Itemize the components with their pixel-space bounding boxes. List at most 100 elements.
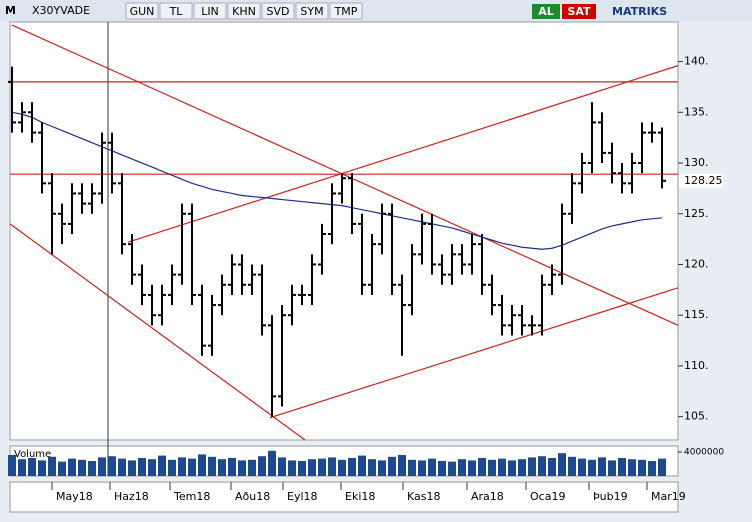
plot-area — [9, 21, 679, 441]
volume-bar — [78, 459, 86, 476]
y-tick-label: 115. — [684, 308, 709, 321]
toolbar-button[interactable] — [295, 2, 329, 20]
volume-bar — [188, 458, 196, 476]
y-tick-label: 105. — [684, 410, 709, 423]
toolbar-button-label[interactable]: TMP — [334, 5, 358, 18]
volume-bar — [208, 456, 216, 476]
volume-bar — [58, 461, 66, 476]
volume-bar — [628, 459, 636, 476]
x-tick-label: Tem18 — [173, 490, 210, 503]
x-tick-label: Haz18 — [114, 490, 149, 503]
trendline — [9, 223, 306, 441]
toolbar-button-label[interactable]: SYM — [300, 5, 323, 18]
volume-bar — [48, 456, 56, 476]
volume-bar — [68, 458, 76, 476]
volume-bar — [158, 455, 166, 476]
volume-bar — [538, 456, 546, 476]
volume-bar — [198, 454, 206, 476]
x-tick-label: Aðu18 — [235, 490, 270, 503]
x-tick-label: Eki18 — [345, 490, 375, 503]
x-tick-label: Mar19 — [651, 490, 686, 503]
buy-label[interactable]: AL — [538, 5, 554, 18]
x-tick-label: May18 — [56, 490, 93, 503]
volume-bar — [438, 461, 446, 476]
volume-bar — [418, 460, 426, 476]
volume-bar — [218, 459, 226, 476]
toolbar-button-label[interactable]: SVD — [267, 5, 290, 18]
volume-bar — [588, 459, 596, 476]
volume-bar — [108, 456, 116, 476]
volume-bar — [508, 460, 516, 476]
x-tick-label: Ara18 — [471, 490, 504, 503]
volume-bar — [368, 459, 376, 476]
volume-bar — [168, 459, 176, 476]
y-tick-label: 120. — [684, 257, 709, 270]
logo: M — [5, 4, 16, 17]
volume-bar — [548, 458, 556, 476]
toolbar-button-label[interactable]: GUN — [130, 5, 155, 18]
volume-bar — [248, 459, 256, 476]
x-tick-label: Kas18 — [407, 490, 441, 503]
volume-bar — [278, 457, 286, 476]
volume-bar — [98, 457, 106, 476]
toolbar-button-label[interactable]: LIN — [201, 5, 219, 18]
toolbar-button[interactable] — [125, 2, 159, 20]
volume-bar — [448, 461, 456, 476]
x-tick-label: Oca19 — [530, 490, 565, 503]
y-tick-label: 140. — [684, 55, 709, 68]
volume-bar — [478, 458, 486, 476]
toolbar-button[interactable] — [193, 2, 227, 20]
y-tick-label: 130. — [684, 156, 709, 169]
trendline — [269, 287, 679, 419]
volume-bar — [408, 459, 416, 476]
volume-bar — [268, 450, 276, 476]
volume-bar — [28, 458, 36, 476]
moving-average — [11, 111, 663, 250]
volume-bar — [618, 458, 626, 476]
toolbar-button-label[interactable]: KHN — [232, 5, 256, 18]
toolbar-button[interactable] — [261, 2, 295, 20]
last-price-box — [679, 173, 723, 188]
volume-bar — [358, 455, 366, 476]
volume-bar — [318, 458, 326, 476]
volume-bar — [638, 459, 646, 476]
volume-bar — [138, 458, 146, 476]
volume-bar — [608, 460, 616, 476]
volume-bar — [328, 457, 336, 476]
volume-bar — [568, 456, 576, 476]
sell-label[interactable]: SAT — [567, 5, 591, 18]
x-tick-label: Eyl18 — [287, 490, 318, 503]
volume-bar — [118, 458, 126, 476]
buy-button[interactable] — [532, 4, 560, 19]
volume-bar — [578, 458, 586, 476]
symbol[interactable]: X30YVADE — [32, 4, 90, 17]
y-tick-label: 110. — [684, 359, 709, 372]
sell-button[interactable] — [562, 4, 596, 19]
volume-bar — [388, 456, 396, 476]
volume-bar — [178, 457, 186, 476]
trendline — [127, 65, 679, 243]
y-tick-label: 135. — [684, 105, 709, 118]
volume-bar — [518, 459, 526, 476]
volume-bar — [288, 460, 296, 476]
volume-bar — [128, 460, 136, 476]
volume-bar — [648, 461, 656, 476]
toolbar-button[interactable] — [159, 2, 193, 20]
volume-bar — [378, 460, 386, 476]
last-price: 128.25 — [684, 174, 723, 187]
toolbar-button[interactable] — [227, 2, 261, 20]
volume-bar — [498, 458, 506, 476]
trendline — [11, 24, 679, 326]
volume-bar — [558, 453, 566, 476]
volume-bar — [238, 460, 246, 476]
volume-bar — [468, 460, 476, 476]
volume-bar — [308, 459, 316, 476]
volume-bar — [18, 459, 26, 476]
toolbar-button[interactable] — [329, 2, 363, 20]
volume-bar — [428, 458, 436, 476]
volume-tick-label: 4000000 — [684, 448, 724, 458]
volume-bar — [88, 461, 96, 476]
brand: MATRIKS — [612, 5, 667, 18]
toolbar-button-label[interactable]: TL — [169, 5, 184, 18]
